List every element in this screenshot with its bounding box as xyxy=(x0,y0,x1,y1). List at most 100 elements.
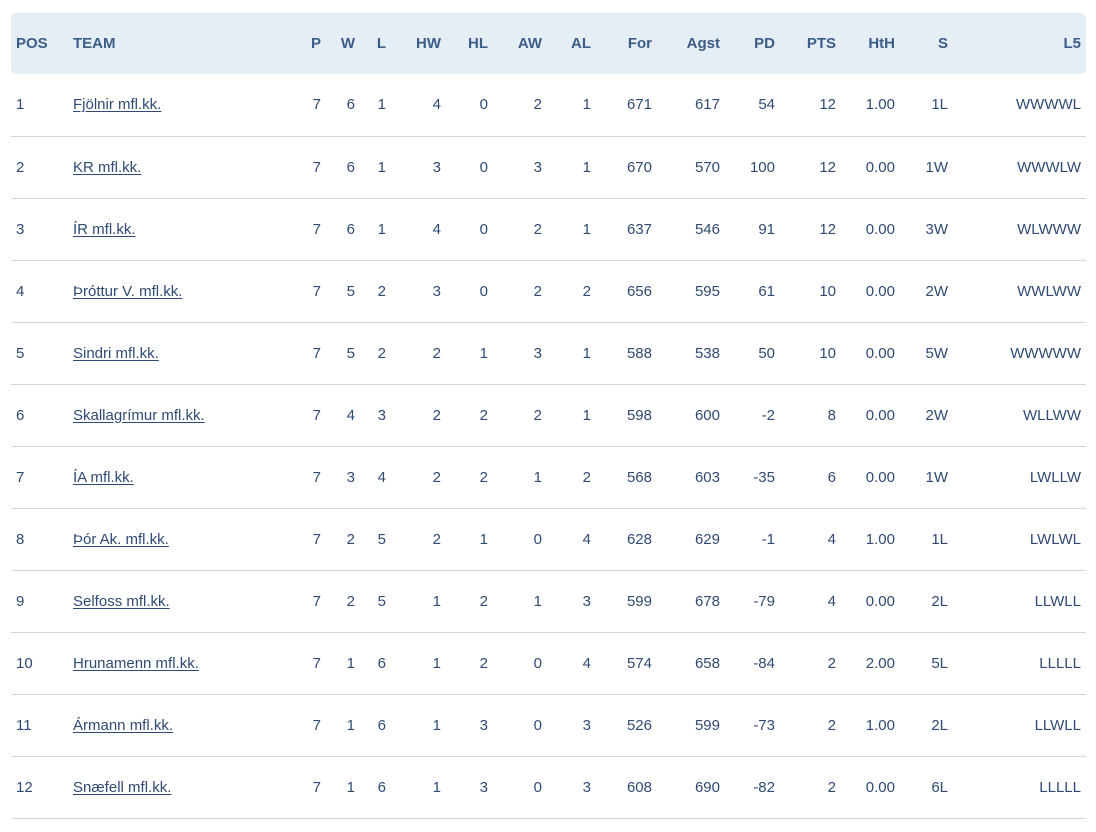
cell-w: 6 xyxy=(346,158,355,176)
cell-hw: 1 xyxy=(432,778,441,796)
cell-pos: 11 xyxy=(16,716,32,734)
cell-agst: 617 xyxy=(694,96,720,114)
cell-streak: 2W xyxy=(925,406,949,424)
cell-w: 2 xyxy=(346,592,355,610)
cell-pos: 3 xyxy=(16,220,25,238)
cell-pd: -84 xyxy=(753,654,775,672)
table-row: 1 Fjölnir mfl.kk. 7 6 1 4 0 2 1 671 617 54 12 1.00 1L W… xyxy=(11,74,1086,136)
header-hw[interactable]: HW xyxy=(416,35,441,52)
header-pts[interactable]: PTS xyxy=(806,35,836,52)
cell-pd: 91 xyxy=(758,220,775,238)
standings-table-container: POS TEAM P W L HW HL AW AL For Agst PD P… xyxy=(11,13,1086,819)
cell-hw: 2 xyxy=(432,530,441,548)
cell-last5: WWWLW xyxy=(1017,158,1081,176)
table-row: 11 Ármann mfl.kk. 7 1 6 1 3 0 3 526 599 -73 2 1.00 2L L… xyxy=(11,694,1086,756)
header-agst[interactable]: Agst xyxy=(686,35,720,52)
cell-last5: WWWWL xyxy=(1016,96,1081,114)
cell-last5: LLLLL xyxy=(1039,654,1081,672)
cell-pts: 2 xyxy=(827,778,836,796)
cell-for: 599 xyxy=(626,592,652,610)
cell-agst: 595 xyxy=(694,282,720,300)
cell-p: 7 xyxy=(312,96,321,114)
standings-body: 1 Fjölnir mfl.kk. 7 6 1 4 0 2 1 671 617 54 12 1.00 1L W… xyxy=(11,74,1086,818)
cell-agst: 538 xyxy=(694,344,720,362)
cell-last5: LWLLW xyxy=(1029,468,1081,486)
cell-pts: 4 xyxy=(827,530,836,548)
standings-table: POS TEAM P W L HW HL AW AL For Agst PD P… xyxy=(11,13,1086,819)
cell-aw: 0 xyxy=(533,716,542,734)
cell-aw: 3 xyxy=(533,344,542,362)
header-hl[interactable]: HL xyxy=(468,35,488,52)
team-link[interactable]: Selfoss mfl.kk. xyxy=(73,592,170,610)
cell-team: Skallagrímur mfl.kk. xyxy=(73,384,298,446)
cell-p: 7 xyxy=(312,530,321,548)
team-link[interactable]: Þróttur V. mfl.kk. xyxy=(73,282,183,300)
cell-p: 7 xyxy=(312,282,321,300)
cell-al: 4 xyxy=(582,654,591,672)
team-link[interactable]: Snæfell mfl.kk. xyxy=(73,778,172,796)
cell-l: 2 xyxy=(377,282,386,300)
team-link[interactable]: Skallagrímur mfl.kk. xyxy=(73,406,205,424)
cell-agst: 570 xyxy=(694,158,720,176)
cell-last5: WLWWW xyxy=(1017,220,1081,238)
team-link[interactable]: Ármann mfl.kk. xyxy=(73,716,174,734)
table-row: 8 Þór Ak. mfl.kk. 7 2 5 2 1 0 4 628 629 -1 4 1.00 1L LW… xyxy=(11,508,1086,570)
header-l[interactable]: L xyxy=(376,35,386,52)
cell-team: Snæfell mfl.kk. xyxy=(73,756,298,818)
cell-pos: 6 xyxy=(16,406,25,424)
cell-streak: 1L xyxy=(931,530,948,548)
team-link[interactable]: Sindri mfl.kk. xyxy=(73,344,159,362)
header-team[interactable]: TEAM xyxy=(73,35,116,52)
cell-hl: 0 xyxy=(479,282,488,300)
cell-for: 568 xyxy=(626,468,652,486)
header-l5[interactable]: L5 xyxy=(1063,35,1081,52)
cell-p: 7 xyxy=(312,468,321,486)
cell-streak: 1L xyxy=(931,96,948,114)
cell-hth: 2.00 xyxy=(865,654,895,672)
header-al[interactable]: AL xyxy=(571,35,591,52)
table-row: 7 ÍA mfl.kk. 7 3 4 2 2 1 2 568 603 -35 6 0.00 1W LWLLW xyxy=(11,446,1086,508)
cell-pd: 61 xyxy=(758,282,775,300)
cell-al: 1 xyxy=(582,406,591,424)
header-s[interactable]: S xyxy=(937,35,948,52)
cell-hw: 2 xyxy=(432,468,441,486)
cell-pos: 5 xyxy=(16,344,25,362)
cell-pos: 12 xyxy=(16,778,33,796)
header-p[interactable]: P xyxy=(310,35,321,52)
cell-pd: -79 xyxy=(753,592,775,610)
team-link[interactable]: ÍA mfl.kk. xyxy=(73,468,134,486)
table-row: 6 Skallagrímur mfl.kk. 7 4 3 2 2 2 1 598 600 -2 8 0.0… xyxy=(11,384,1086,446)
cell-hth: 1.00 xyxy=(865,530,895,548)
cell-l: 6 xyxy=(377,716,386,734)
header-w[interactable]: W xyxy=(340,35,355,52)
team-link[interactable]: Fjölnir mfl.kk. xyxy=(73,96,162,114)
cell-team: KR mfl.kk. xyxy=(73,136,298,198)
header-for[interactable]: For xyxy=(627,35,652,52)
cell-team: Þróttur V. mfl.kk. xyxy=(73,260,298,322)
cell-p: 7 xyxy=(312,158,321,176)
cell-hth: 1.00 xyxy=(865,96,895,114)
cell-pos: 7 xyxy=(16,468,25,486)
cell-hw: 3 xyxy=(432,282,441,300)
cell-l: 4 xyxy=(377,468,386,486)
cell-last5: LLLLL xyxy=(1039,778,1081,796)
team-link[interactable]: KR mfl.kk. xyxy=(73,158,142,176)
cell-al: 1 xyxy=(582,96,591,114)
cell-pd: 54 xyxy=(758,96,775,114)
cell-pos: 4 xyxy=(16,282,25,300)
cell-hw: 4 xyxy=(432,220,441,238)
cell-hth: 0.00 xyxy=(865,344,895,362)
header-aw[interactable]: AW xyxy=(517,35,542,52)
cell-streak: 1W xyxy=(925,158,949,176)
team-link[interactable]: Þór Ak. mfl.kk. xyxy=(73,530,169,548)
cell-for: 608 xyxy=(626,778,652,796)
header-pd[interactable]: PD xyxy=(754,35,775,52)
header-hth[interactable]: HtH xyxy=(868,35,895,52)
table-row: 5 Sindri mfl.kk. 7 5 2 2 1 3 1 588 538 50 10 0.00 5W WW… xyxy=(11,322,1086,384)
header-pos[interactable]: POS xyxy=(16,35,48,52)
table-row: 3 ÍR mfl.kk. 7 6 1 4 0 2 1 637 546 91 12 0.00 3W WLWWW xyxy=(11,198,1086,260)
team-link[interactable]: Hrunamenn mfl.kk. xyxy=(73,654,199,672)
team-link[interactable]: ÍR mfl.kk. xyxy=(73,220,136,238)
cell-streak: 1W xyxy=(925,468,949,486)
cell-w: 1 xyxy=(346,778,355,796)
